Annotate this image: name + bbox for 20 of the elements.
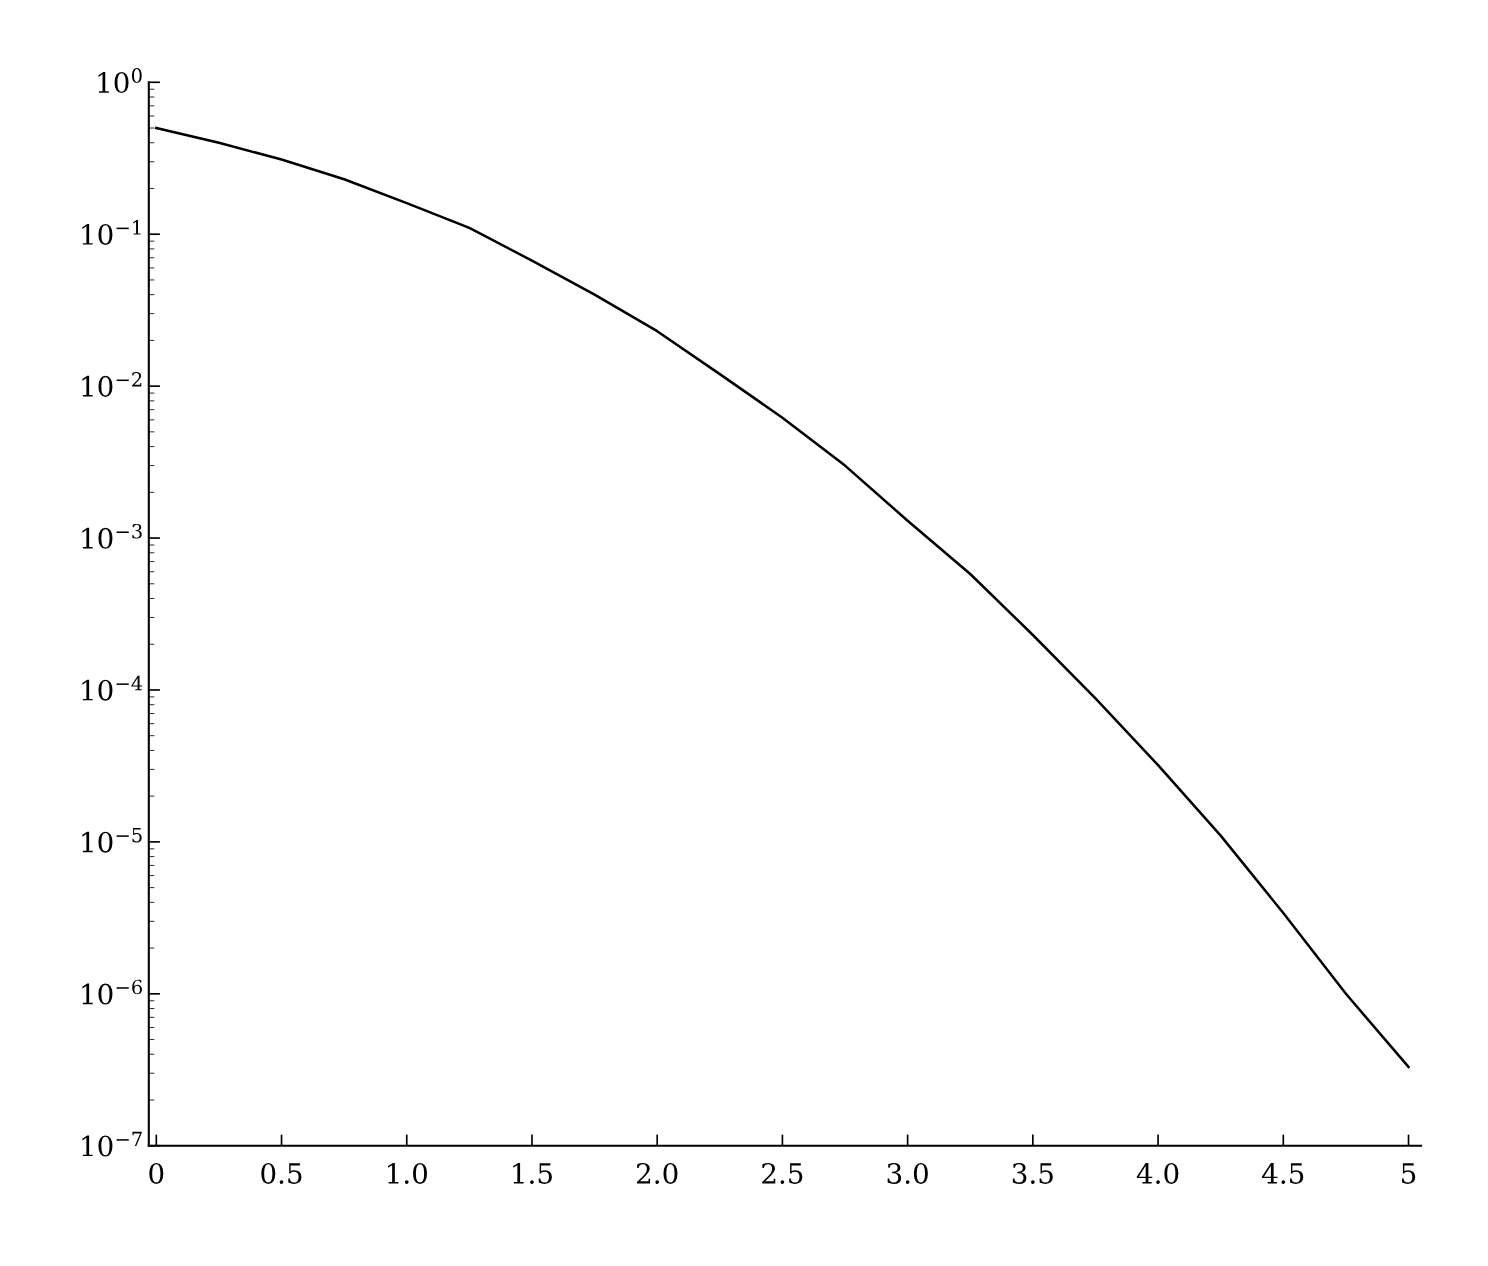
y-tick-label: 10$^{−7}$ [82,1131,142,1157]
x-tick-label: 5 [1402,1163,1416,1184]
y-tick-label: 10$^{−4}$ [82,675,143,701]
x-tick-label: 0 [149,1162,164,1184]
x-tick-label: 3.5 [1012,1162,1053,1184]
x-tick-label: 3.0 [887,1162,928,1184]
x-tick-label: 1.0 [388,1162,427,1184]
y-tick-label: 10$^{−2}$ [82,371,142,397]
y-tick-label: 10$^{−1}$ [82,220,141,245]
x-tick-label: 4.5 [1262,1162,1304,1184]
y-tick-label: 10$^{0}$ [98,68,142,94]
y-tick-label: 10$^{−6}$ [82,979,142,1005]
x-tick-label: 2.0 [636,1162,678,1184]
x-tick-label: 1.5 [513,1162,552,1184]
y-tick-label: 10$^{−3}$ [82,523,142,549]
line-series [155,126,1410,1069]
x-tick-label: 4.0 [1136,1162,1179,1184]
y-tick-label: 10$^{−5}$ [82,828,142,853]
x-tick-label: 2.5 [762,1162,803,1184]
x-tick-label: 0.5 [261,1162,302,1184]
